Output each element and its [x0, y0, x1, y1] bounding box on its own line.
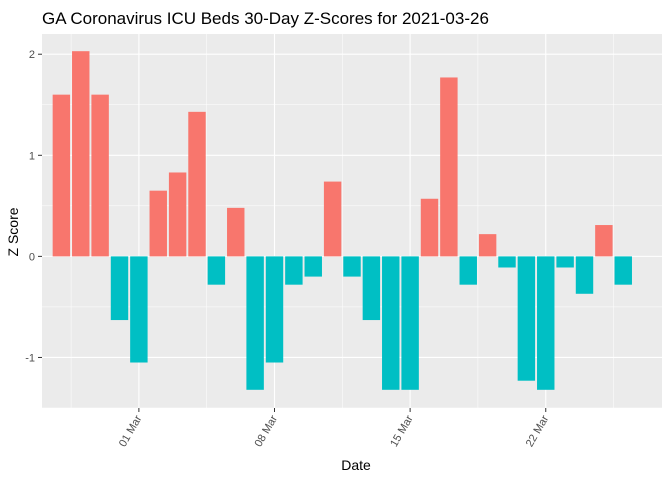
bar — [343, 256, 361, 277]
y-tick-label: 0 — [29, 251, 35, 263]
bar — [362, 256, 381, 321]
bar — [556, 256, 574, 268]
bar — [265, 256, 284, 363]
bar — [130, 256, 148, 363]
x-tick-label: 08 Mar — [253, 413, 281, 449]
bar — [478, 234, 497, 257]
bar — [207, 256, 226, 285]
y-tick-label: -1 — [25, 352, 35, 364]
bar — [168, 172, 187, 257]
bar — [537, 256, 555, 390]
bar — [517, 256, 536, 381]
bar — [52, 94, 71, 257]
bar — [227, 207, 245, 257]
bar — [285, 256, 303, 285]
y-axis-title: Z Score — [5, 207, 21, 256]
chart-title: GA Coronavirus ICU Beds 30-Day Z-Scores … — [42, 9, 489, 28]
bar — [91, 94, 109, 257]
bar — [110, 256, 129, 321]
x-tick-label: 01 Mar — [117, 413, 145, 449]
bar — [188, 111, 206, 257]
x-axis: 01 Mar 08 Mar 15 Mar 22 Mar — [117, 408, 552, 449]
bar — [420, 198, 439, 257]
bar — [323, 181, 342, 257]
bar — [246, 256, 264, 390]
bars — [52, 51, 632, 390]
bar — [614, 256, 632, 285]
x-axis-title: Date — [341, 457, 371, 473]
bar — [72, 51, 90, 257]
bar — [149, 190, 167, 257]
y-axis: -1 0 1 2 — [25, 49, 42, 364]
bar — [304, 256, 322, 277]
bar — [459, 256, 477, 285]
y-tick-label: 1 — [29, 150, 35, 162]
bar — [382, 256, 400, 390]
bar — [498, 256, 516, 268]
bar — [575, 256, 594, 294]
bar — [401, 256, 419, 390]
x-tick-label: 22 Mar — [524, 413, 552, 449]
x-tick-label: 15 Mar — [388, 413, 416, 449]
bar — [595, 225, 613, 257]
y-tick-label: 2 — [29, 49, 35, 61]
bar — [440, 77, 458, 257]
